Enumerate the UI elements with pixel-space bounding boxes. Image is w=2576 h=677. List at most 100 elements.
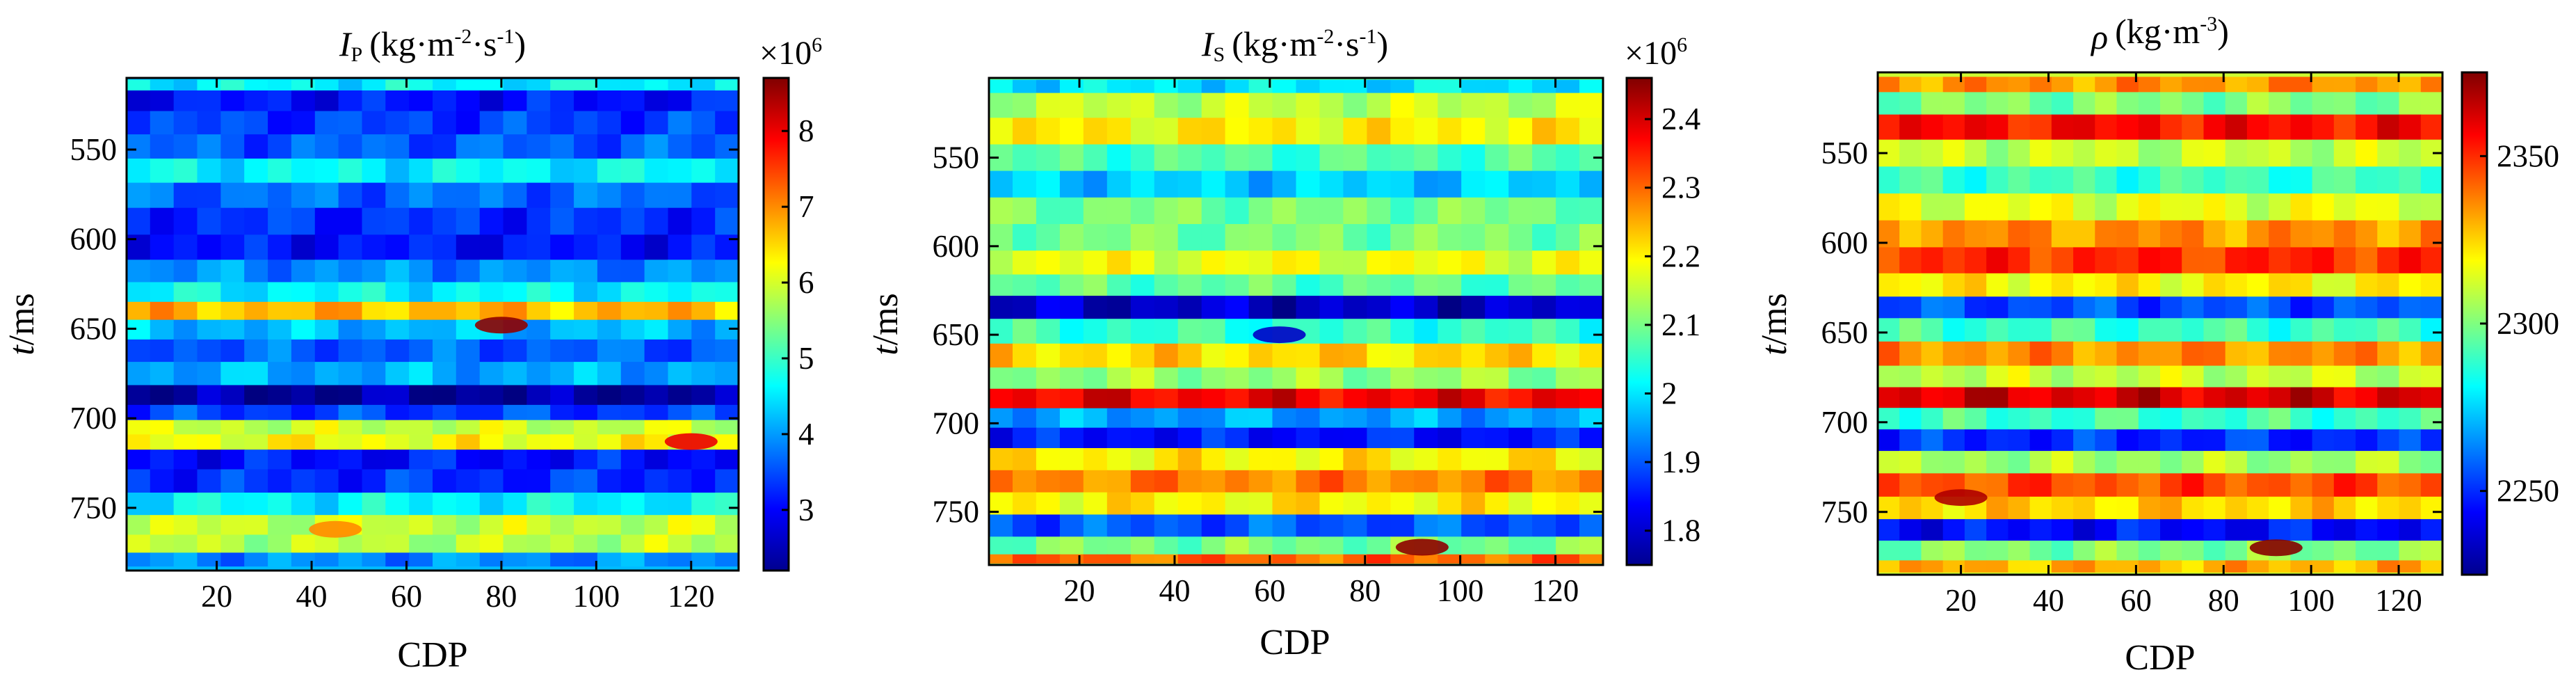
heatmap-cell [1083, 144, 1108, 172]
heatmap-cell [597, 282, 622, 303]
heatmap-cell [2377, 365, 2400, 388]
ylabel-ip: t/ms [2, 293, 42, 356]
heatmap-cell [1319, 197, 1344, 225]
heatmap-cell [1319, 144, 1344, 172]
heatmap-cell [2116, 77, 2139, 93]
heatmap-cell [433, 515, 457, 536]
heatmap-cell [2290, 341, 2313, 367]
heatmap-cell [2399, 341, 2422, 367]
heatmap-cell [1343, 118, 1368, 145]
heatmap-cell [715, 260, 739, 283]
heatmap-cell [314, 319, 339, 340]
heatmap-cell [2420, 92, 2442, 116]
heatmap-cell [1942, 451, 1965, 474]
heatmap-cell [2356, 296, 2378, 319]
heatmap-cell [1878, 77, 1900, 93]
heatmap-cell [1390, 343, 1415, 368]
heatmap-cell [244, 158, 268, 184]
heatmap-cell [1225, 367, 1250, 390]
heatmap-cell [1878, 273, 1900, 297]
heatmap-cell [409, 385, 433, 406]
heatmap-cell [479, 493, 504, 516]
heatmap-cell [2029, 541, 2052, 561]
heatmap-cell [715, 134, 739, 159]
heatmap-cell [550, 469, 574, 493]
heatmap-cell [479, 260, 504, 283]
heatmap-cell [1296, 274, 1321, 296]
heatmap-cell [291, 434, 316, 450]
heatmap-cell [1461, 274, 1486, 296]
heatmap-cell [2008, 496, 2031, 520]
heatmap-cell [2008, 560, 2031, 573]
heatmap-cell [197, 404, 222, 421]
heatmap-cell [409, 493, 433, 516]
heatmap-cell [2029, 408, 2052, 430]
x-tick-label: 120 [668, 579, 715, 614]
heatmap-cell [1013, 274, 1037, 296]
heatmap-cell [1964, 92, 1987, 116]
heatmap-cell [2203, 387, 2226, 408]
heatmap-cell [1986, 341, 2009, 367]
heatmap-cell [244, 362, 268, 386]
heatmap-cell [1296, 554, 1321, 564]
heatmap-cell [433, 134, 457, 159]
heatmap-cell [1343, 492, 1368, 515]
heatmap-cell [1059, 274, 1084, 296]
heatmap-cell [691, 420, 716, 435]
heatmap-cell [1083, 492, 1108, 515]
heatmap-cell [1899, 193, 1922, 221]
heatmap-cell [220, 260, 245, 283]
heatmap-cell [1225, 536, 1250, 555]
heatmap-cell [1225, 197, 1250, 225]
heatmap-cell [1272, 93, 1297, 118]
heatmap-cell [1899, 114, 1922, 141]
heatmap-cell [1036, 388, 1061, 409]
heatmap-cell [220, 404, 245, 421]
heatmap-cell [2116, 341, 2139, 367]
heatmap-cell [385, 260, 410, 283]
heatmap-cell [1485, 470, 1509, 493]
heatmap-cell [2116, 114, 2139, 141]
heatmap-cell [1942, 166, 1965, 194]
heatmap-cell [1083, 408, 1108, 429]
heatmap-cell [1106, 197, 1132, 225]
heatmap-cell [1508, 367, 1533, 390]
heatmap-cell [1921, 114, 1944, 141]
heatmap-cell [2290, 166, 2313, 194]
heatmap-cell [456, 260, 481, 283]
heatmap-cell [691, 158, 716, 184]
heatmap-cell [1013, 170, 1037, 198]
heatmap-cell [1296, 343, 1321, 368]
heatmap-cell [1964, 220, 1987, 248]
heatmap-cell [1579, 93, 1603, 118]
heatmap-cell [1272, 427, 1297, 449]
heatmap-cell [2333, 365, 2356, 388]
heatmap-cell [1225, 144, 1250, 172]
heatmap-cell [526, 79, 551, 91]
heatmap-cell [338, 404, 363, 421]
heatmap-cell [2377, 273, 2400, 297]
heatmap-cell [409, 234, 433, 260]
heatmap-cell [173, 493, 198, 516]
heatmap-cell [2246, 365, 2269, 388]
heatmap-cell [314, 404, 339, 421]
heatmap-cell [1013, 448, 1037, 471]
heatmap-cell [1438, 274, 1463, 296]
heatmap-cell [1390, 93, 1415, 118]
heatmap-cell [1296, 250, 1321, 276]
heatmap-cell [220, 158, 245, 184]
heatmap-cell [2073, 365, 2096, 388]
heatmap-cell [173, 434, 198, 450]
heatmap-cell [644, 207, 669, 235]
heatmap-cell [127, 134, 151, 159]
heatmap-cell [2356, 473, 2378, 497]
heatmap-cell [1921, 387, 1944, 408]
heatmap-cell [1878, 496, 1900, 520]
heatmap-cell [268, 182, 292, 209]
heatmap-cell [385, 469, 410, 493]
heatmap-cell [2029, 166, 2052, 194]
heatmap-cell [1414, 514, 1439, 537]
heatmap-cell [1878, 193, 1900, 221]
heatmap-cell [1177, 224, 1202, 251]
heatmap-cell [2246, 341, 2269, 367]
